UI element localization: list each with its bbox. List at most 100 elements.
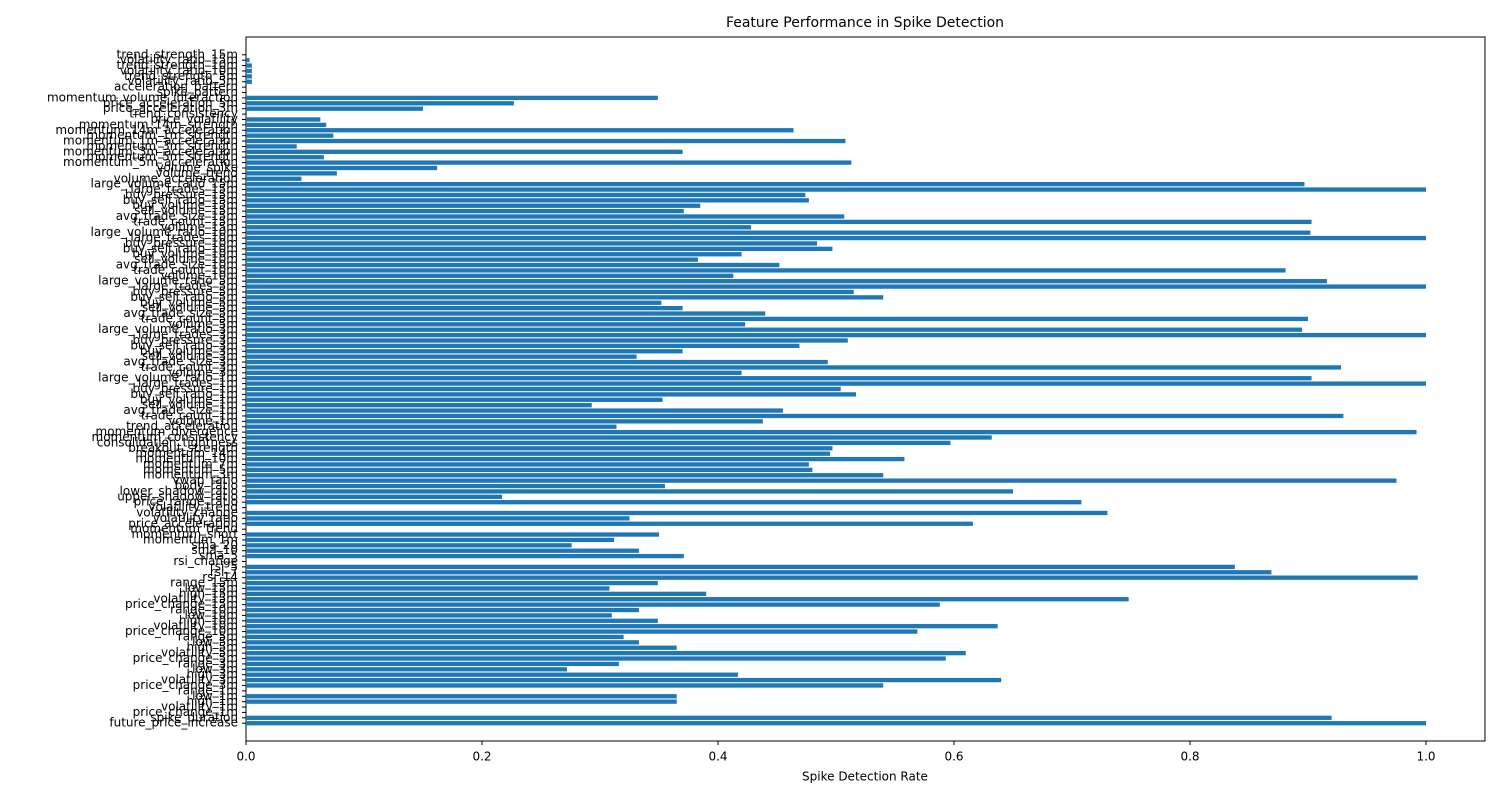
bar	[246, 160, 852, 165]
bar	[246, 446, 833, 451]
bar	[246, 494, 503, 499]
y-tick-label: buy_volume_5m	[140, 295, 238, 309]
bar	[246, 721, 1426, 726]
bar	[246, 262, 780, 268]
bar	[246, 640, 639, 645]
bar	[246, 95, 658, 101]
bar	[246, 510, 1108, 516]
bar	[246, 456, 905, 462]
bar	[246, 650, 966, 656]
y-tick-label: low_5m	[192, 635, 238, 649]
bar	[246, 182, 1305, 187]
y-tick-label: momentum_10m	[135, 452, 238, 466]
y-tick-label: price_acceleration_3m	[103, 101, 238, 115]
y-tick-label: volume_1m	[168, 414, 238, 428]
y-tick-label: avg_trade_size_1m	[123, 403, 238, 417]
y-tick-label: buy_sell_ratio_3m	[130, 338, 238, 352]
x-tick-label: 0.8	[1180, 750, 1199, 764]
y-tick-label: buy_volume_10m	[132, 247, 238, 261]
y-tick-label: high_15m	[179, 586, 238, 600]
bar	[246, 343, 800, 349]
y-tick-label: range_3m	[178, 656, 238, 670]
y-tick-label: low_3m	[192, 662, 238, 676]
bar	[246, 397, 663, 402]
y-tick-label: sell_volume_3m	[142, 349, 238, 363]
bar	[246, 521, 973, 526]
y-tick-label: price_acceleration_5m	[103, 96, 238, 110]
bar	[246, 661, 619, 667]
y-tick-label: low_15m	[185, 581, 238, 595]
bar	[246, 225, 752, 230]
bar	[246, 629, 918, 634]
y-tick-label: rsi_7	[210, 565, 238, 579]
y-tick-label: volume_5m	[168, 317, 238, 331]
bar	[246, 252, 742, 257]
bar	[246, 349, 683, 354]
y-tick-label: high_1m	[187, 694, 239, 708]
bar	[246, 580, 658, 586]
y-tick-label: future_price_increase	[109, 716, 238, 730]
bar	[246, 413, 1344, 419]
bar	[246, 645, 677, 650]
y-tick-label: large_volume_ratio_15m	[91, 177, 239, 191]
bar	[246, 246, 833, 252]
y-tick-label: trend_strength_10m	[117, 58, 238, 72]
x-tick-label: 0.4	[708, 750, 727, 764]
bar	[246, 279, 1327, 284]
y-tick-label: high_3m	[187, 667, 239, 681]
y-tick-label: buy_pressure_3m	[133, 333, 238, 347]
bar	[246, 553, 684, 559]
y-tick-label: volatility_5m	[161, 646, 238, 660]
bar	[246, 149, 683, 154]
y-tick-label: trend_strength_15m	[117, 47, 238, 61]
bar	[246, 128, 794, 133]
bar	[246, 424, 617, 429]
bar	[246, 165, 438, 171]
bar	[246, 171, 337, 176]
bar	[246, 570, 1272, 575]
y-tick-label: momentum_divergence	[96, 425, 238, 439]
y-tick-label: rsi_5	[210, 559, 238, 573]
y-tick-label: avg_trade_size_15m	[116, 209, 238, 223]
y-tick-label: trade_count_5m	[141, 311, 238, 325]
x-tick-label: 0.6	[944, 750, 963, 764]
y-tick-label: range_10m	[170, 603, 238, 617]
y-tick-label: price_range_ratio	[134, 495, 238, 509]
y-tick-label: avg_trade_size_10m	[116, 258, 238, 272]
y-tick-label: volatility_3m	[161, 673, 238, 687]
bar	[246, 537, 615, 543]
bar	[246, 451, 831, 456]
bar	[246, 370, 742, 375]
bar	[246, 683, 884, 688]
y-tick-label: sma_10	[191, 543, 238, 557]
y-tick-label: volume_spike	[156, 160, 238, 174]
bar	[246, 618, 658, 623]
y-tick-label: trend_acceleration	[126, 419, 238, 433]
bar	[246, 403, 592, 408]
bar	[246, 295, 884, 300]
y-tick-label: sma_20	[191, 538, 238, 552]
y-tick-label: trade_count_10m	[133, 263, 238, 277]
y-tick-label: rsi_14	[202, 570, 238, 584]
bar	[246, 473, 884, 478]
bar	[246, 677, 1002, 683]
bar	[246, 235, 1426, 241]
y-tick-label: price_change_3m	[133, 678, 238, 692]
y-tick-label: large_trades_10m	[130, 231, 238, 245]
bar	[246, 144, 297, 149]
y-tick-label: momentum_3m_acceleration	[63, 144, 238, 158]
x-tick-label: 0.0	[236, 750, 255, 764]
chart-title: Feature Performance in Spike Detection	[726, 15, 1004, 31]
bar	[246, 257, 698, 262]
bar	[246, 316, 1308, 322]
y-tick-label: large_volume_ratio_5m	[98, 274, 238, 288]
y-tick-label: breakout_strength	[128, 441, 238, 455]
y-tick-label: body_ratio	[175, 479, 238, 493]
y-tick-label: momentum_1m_acceleration	[63, 134, 238, 148]
x-axis-label: Spike Detection Rate	[802, 770, 928, 784]
y-tick-label: volatility_change	[136, 505, 238, 519]
bar	[246, 386, 841, 392]
bar	[246, 300, 662, 305]
bar	[246, 715, 1332, 720]
bar	[246, 322, 746, 327]
